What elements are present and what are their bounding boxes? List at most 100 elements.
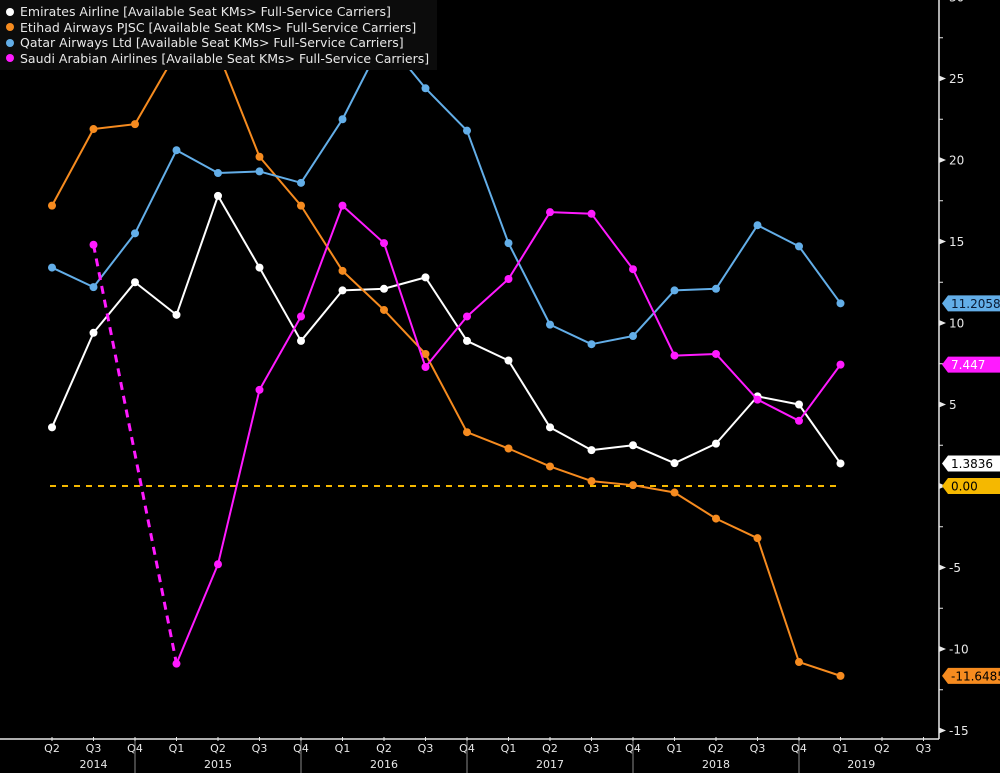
data-point — [421, 363, 430, 372]
legend-item-qatar[interactable]: Qatar Airways Ltd [Available Seat KMs> F… — [6, 35, 429, 51]
y-tick-label: 15 — [949, 235, 964, 249]
x-year-label: 2015 — [204, 758, 232, 771]
x-tick-label: Q3 — [584, 742, 600, 755]
data-point — [795, 400, 803, 409]
data-point — [795, 416, 803, 425]
series-segment — [549, 426, 592, 452]
data-point — [48, 201, 56, 210]
y-tick-marker — [939, 320, 946, 326]
data-point — [380, 239, 388, 248]
data-point — [629, 332, 637, 341]
zero-value-badge — [942, 478, 1000, 494]
series-segment — [300, 289, 344, 342]
legend: Emirates Airline [Available Seat KMs> Fu… — [0, 0, 438, 70]
series-2 — [48, 33, 845, 349]
data-point — [504, 356, 513, 365]
y-tick-marker — [939, 157, 946, 163]
last-value-badges: 1.3836 -11.6485 11.2058 7.447 0.00 — [942, 295, 1000, 684]
data-point — [836, 360, 845, 369]
legend-marker-icon — [6, 23, 14, 32]
series-0 — [48, 191, 845, 468]
series-segment — [424, 276, 468, 342]
data-point — [712, 514, 720, 523]
data-point — [131, 278, 139, 287]
series-segment — [341, 204, 385, 244]
legend-label: Saudi Arabian Airlines [Available Seat K… — [20, 50, 430, 66]
legend-item-etihad[interactable]: Etihad Airways PJSC [Available Seat KMs>… — [6, 20, 429, 36]
x-tick-label: Q2 — [708, 742, 724, 755]
series-segment — [134, 149, 178, 234]
series-segment — [632, 268, 676, 357]
data-point — [670, 286, 679, 295]
series-segment — [715, 224, 759, 290]
legend-label: Emirates Airline [Available Seat KMs> Fu… — [20, 4, 391, 19]
data-point — [297, 178, 305, 187]
axis-layer: 302520151050-5-10-15Q2Q3Q4Q1Q2Q3Q4Q1Q2Q3… — [0, 0, 969, 773]
data-point — [131, 229, 139, 238]
data-point — [629, 265, 637, 274]
series-segment — [590, 213, 634, 270]
data-point — [712, 349, 720, 358]
data-point — [753, 221, 762, 230]
series-segment — [258, 156, 302, 207]
data-point — [712, 439, 720, 448]
series-segment — [51, 332, 95, 428]
data-point — [214, 169, 222, 178]
legend-marker-icon — [6, 54, 14, 63]
legend-item-emirates[interactable]: Emirates Airline [Available Seat KMs> Fu… — [6, 4, 429, 20]
data-point — [89, 125, 98, 134]
data-point — [504, 239, 513, 248]
x-year-label: 2018 — [702, 758, 730, 771]
data-point — [629, 481, 637, 490]
series-segment — [798, 364, 842, 422]
series-segment — [507, 211, 551, 280]
legend-item-saudi[interactable]: Saudi Arabian Airlines [Available Seat K… — [6, 51, 429, 67]
data-point — [795, 242, 803, 251]
y-tick-label: -5 — [949, 561, 961, 575]
series-segment — [341, 270, 385, 311]
y-tick-marker — [939, 564, 946, 571]
data-point — [546, 462, 554, 471]
data-point — [255, 263, 264, 272]
series-segment — [383, 242, 427, 368]
series-segment — [715, 517, 758, 540]
data-point — [836, 671, 845, 680]
series-segment — [632, 484, 675, 494]
legend-label: Qatar Airways Ltd [Available Seat KMs> F… — [20, 35, 404, 50]
data-point — [753, 395, 762, 404]
data-point — [89, 328, 98, 337]
x-tick-label: Q3 — [916, 742, 932, 755]
x-tick-label: Q1 — [667, 742, 683, 755]
series-segment — [756, 537, 800, 663]
legend-marker-icon — [6, 38, 14, 47]
series-segment — [549, 465, 592, 483]
series-segment — [673, 491, 717, 520]
y-tick-label: 10 — [949, 317, 964, 331]
series-segment — [507, 242, 551, 326]
data-point — [172, 310, 181, 319]
data-point — [421, 84, 430, 93]
data-point — [587, 209, 596, 218]
data-point — [587, 477, 596, 486]
legend-label: Etihad Airways PJSC [Available Seat KMs>… — [20, 19, 417, 35]
series-segment — [591, 335, 634, 346]
series-segment — [217, 389, 261, 565]
series-segment — [549, 211, 592, 215]
data-point — [214, 560, 222, 569]
data-point — [504, 444, 513, 453]
data-point — [504, 274, 513, 283]
y-tick-label: 30 — [949, 0, 964, 5]
data-point — [546, 423, 554, 432]
series-segment — [424, 353, 468, 433]
x-year-label: 2019 — [847, 758, 875, 771]
data-point — [89, 240, 98, 249]
data-point — [670, 488, 679, 497]
x-tick-label: Q3 — [418, 742, 434, 755]
series-segment — [508, 447, 551, 468]
x-tick-label: Q3 — [252, 742, 268, 755]
series-segment — [134, 281, 178, 316]
x-tick-label: Q1 — [833, 742, 849, 755]
series-segment — [715, 353, 759, 401]
y-tick-marker — [939, 401, 946, 408]
